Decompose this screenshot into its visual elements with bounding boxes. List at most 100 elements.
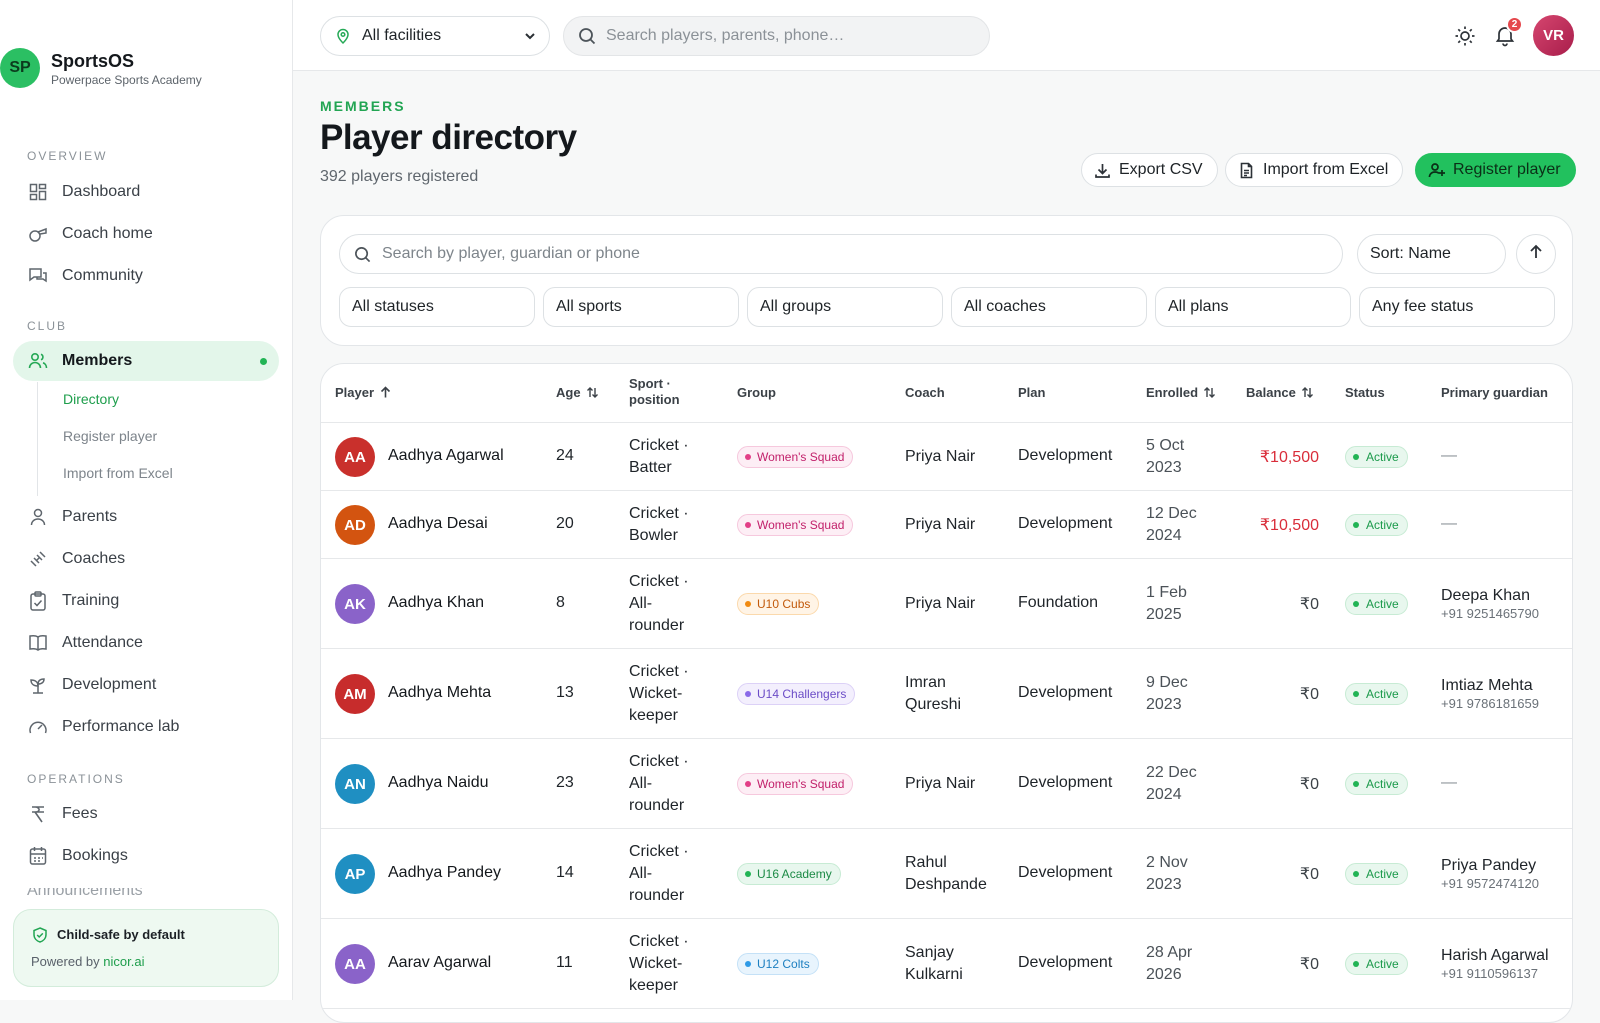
player-sport-position: Cricket · Wicket-keeper [629,663,689,724]
player-coach: Priya Nair [905,775,976,792]
player-name[interactable]: Aadhya Pandey [388,864,501,881]
player-age: 24 [556,447,574,464]
subnav-item-register-player[interactable]: Register player [63,428,158,444]
sidebar-item-members[interactable]: Members [13,341,279,381]
chat-icon [28,266,48,286]
clipboard-icon [28,591,48,611]
sort-select[interactable]: Sort: Name [1357,234,1506,274]
plan-filter-select[interactable]: All plans [1155,287,1351,327]
sidebar-item-label: Bookings [62,847,128,864]
column-header-player[interactable]: Player [335,385,392,400]
player-enrolled-date: 12 Dec 2024 [1146,505,1197,544]
player-name[interactable]: Aadhya Khan [388,594,485,611]
player-name[interactable]: Aarav Agarwal [388,954,492,971]
player-name[interactable]: Aadhya Mehta [388,684,492,701]
search-icon [354,246,371,263]
document-icon [1238,162,1255,179]
sidebar-item-dashboard[interactable]: Dashboard [13,172,279,212]
calendar-icon [28,846,48,866]
subnav-item-import-excel[interactable]: Import from Excel [63,465,173,481]
sidebar-item-attendance[interactable]: Attendance [13,623,279,663]
register-player-button[interactable]: Register player [1415,153,1576,187]
subnav-item-directory[interactable]: Directory [63,391,120,407]
column-header-age[interactable]: Age [556,385,599,400]
brand[interactable]: SP SportsOS Powerpace Sports Academy [0,48,293,92]
table-row[interactable]: AM Aadhya Mehta 13 Cricket · Wicket-keeper U1… [321,649,1572,739]
facility-select[interactable]: All facilities [320,16,550,56]
table-row[interactable]: AK Aadhya Khan 8 Cricket · All-rounder U10 Cu… [321,559,1572,649]
theme-toggle-sun-icon[interactable] [1454,25,1476,47]
primary-guardian[interactable]: Imtiaz Mehta +91 9786181659 [1441,676,1539,712]
player-enrolled-date: 22 Dec 2024 [1146,764,1197,803]
sidebar-item-training[interactable]: Training [13,581,279,621]
user-icon [28,507,48,527]
sort-direction-button[interactable] [1516,234,1556,274]
primary-guardian[interactable]: Harish Agarwal +91 9110596137 [1441,946,1549,982]
sidebar-item-coach-home[interactable]: Coach home [13,214,279,254]
nav-section-overview: OVERVIEW [27,149,108,163]
player-name[interactable]: Aadhya Naidu [388,774,489,791]
player-enrolled-date: 5 Oct 2023 [1146,437,1185,476]
chevron-down-icon [523,29,537,43]
player-coach: Sanjay Kulkarni [905,944,963,983]
sidebar-item-fees[interactable]: Fees [13,794,279,834]
group-filter-select[interactable]: All groups [747,287,943,327]
status-badge: Active [1345,446,1408,468]
primary-guardian[interactable]: Priya Pandey +91 9572474120 [1441,856,1539,892]
sidebar-item-parents[interactable]: Parents [13,497,279,537]
player-avatar: AA [335,437,375,477]
group-badge-dot [745,601,751,607]
sidebar-item-community[interactable]: Community [13,256,279,296]
status-filter-select[interactable]: All statuses [339,287,535,327]
sidebar-item-development[interactable]: Development [13,665,279,705]
sidebar-item-cut-off[interactable]: Announcements [27,888,143,899]
dumbbell-icon [28,549,48,569]
guardian-name: Priya Pandey [1441,857,1537,874]
sidebar-item-bookings[interactable]: Bookings [13,836,279,876]
whistle-icon [28,224,48,244]
player-name[interactable]: Aadhya Agarwal [388,447,504,464]
sidebar-item-label: Members [62,352,133,369]
player-plan: Development [1018,774,1113,791]
directory-search[interactable] [339,234,1343,274]
table-row[interactable]: AD Aadhya Desai 20 Cricket · Bowler Women's S… [321,491,1572,559]
player-name[interactable]: Aadhya Desai [388,515,488,532]
table-row[interactable]: AA Aarav Agarwal 11 Cricket · Wicket-keeper U… [321,919,1572,1009]
table-row[interactable]: AA Aadhya Agarwal 24 Cricket · Batter Women's… [321,423,1572,491]
player-avatar: AP [335,854,375,894]
import-excel-button[interactable]: Import from Excel [1225,153,1404,187]
user-avatar[interactable]: VR [1533,15,1574,56]
fee-status-filter-select[interactable]: Any fee status [1359,287,1555,327]
group-badge: Women's Squad [737,446,854,468]
player-sport-position: Cricket · Batter [629,437,689,476]
status-badge: Active [1345,953,1408,975]
global-search-input[interactable] [606,27,976,45]
coach-filter-select[interactable]: All coaches [951,287,1147,327]
guardian-phone: +91 9110596137 [1441,966,1538,981]
player-balance: ₹0 [1299,776,1319,793]
import-excel-label: Import from Excel [1263,161,1389,178]
player-balance: ₹0 [1299,686,1319,703]
player-age: 14 [556,864,574,881]
table-row[interactable]: AN Aadhya Naidu 23 Cricket · All-rounder Wome… [321,739,1572,829]
player-coach: Imran Qureshi [905,674,962,713]
sidebar-item-label: Performance lab [62,718,180,735]
export-csv-button[interactable]: Export CSV [1081,153,1218,187]
player-coach: Rahul Deshpande [905,854,987,893]
sidebar-item-coaches[interactable]: Coaches [13,539,279,579]
column-header-enrolled[interactable]: Enrolled [1146,385,1216,400]
powered-by-link[interactable]: nicor.ai [103,954,145,969]
directory-search-input[interactable] [382,245,1282,263]
primary-guardian[interactable]: Deepa Khan +91 9251465790 [1441,586,1539,622]
column-header-balance[interactable]: Balance [1246,385,1314,400]
sort-toggle-icon [586,386,599,399]
sidebar-item-label: Community [62,267,143,284]
sidebar-item-performance-lab[interactable]: Performance lab [13,707,279,747]
table-row[interactable]: AP Aadhya Pandey 14 Cricket · All-rounder U16… [321,829,1572,919]
sport-filter-select[interactable]: All sports [543,287,739,327]
group-badge: U16 Academy [737,863,841,885]
player-plan: Development [1018,447,1113,464]
topbar: All facilities 2 VR [293,0,1600,71]
global-search[interactable] [563,16,990,56]
status-badge: Active [1345,514,1408,536]
